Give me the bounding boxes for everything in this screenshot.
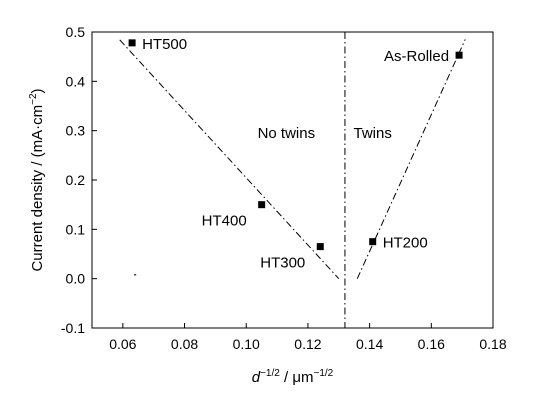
x-tick-label-4: 0.14 <box>356 336 383 352</box>
y-axis-title-main: Current density / (mA·cm <box>29 105 46 272</box>
x-tick-label-1: 0.08 <box>171 336 198 352</box>
fit-line-0 <box>119 39 340 280</box>
y-tick-label-3: 0.2 <box>66 172 86 188</box>
y-tick-label-0: 0.5 <box>66 24 86 40</box>
plot-area <box>91 31 494 329</box>
data-point-ht300 <box>316 243 324 251</box>
x-tick-label-5: 0.16 <box>418 336 445 352</box>
y-tick-label-5: 0.0 <box>66 271 86 287</box>
x-tick-label-2: 0.10 <box>233 336 260 352</box>
region-label-0: No twins <box>258 125 316 142</box>
y-axis-title-end: ) <box>29 88 46 93</box>
data-points: HT500 HT400 HT300 HT200 As-Rolled <box>128 36 463 276</box>
y-tick-label-4: 0.1 <box>66 221 86 237</box>
point-label-ht500: HT500 <box>142 36 187 53</box>
point-label-ht200: HT200 <box>383 235 428 252</box>
x-tick-label-6: 0.18 <box>479 336 506 352</box>
data-point-ht500 <box>128 39 136 47</box>
point-label-as-rolled: As-Rolled <box>384 48 449 65</box>
x-axis-title-exponent-1: −1/2 <box>260 368 280 379</box>
x-axis-title: d−1/2 / μm−1/2 <box>252 368 334 386</box>
plot-frame <box>91 31 494 329</box>
y-axis-title-exponent: −2 <box>28 93 39 105</box>
region-label-1: Twins <box>354 125 392 142</box>
x-axis-title-unit: / μm <box>280 369 314 386</box>
x-tick-label-3: 0.12 <box>294 336 321 352</box>
y-tick-label-2: 0.3 <box>66 123 86 139</box>
point-label-ht400: HT400 <box>202 213 247 230</box>
annotations: No twins Twins <box>258 125 392 142</box>
x-tick-label-0: 0.06 <box>109 336 136 352</box>
stray-mark <box>134 274 137 276</box>
data-point-ht400 <box>258 201 266 209</box>
point-label-ht300: HT300 <box>260 255 305 272</box>
x-axis-title-symbol: d <box>252 369 261 386</box>
ticks: 0.06 0.08 0.10 0.12 0.14 0.16 0.18 0.5 0.4 0.3 0.2… <box>61 24 507 352</box>
y-tick-label-1: 0.4 <box>66 73 86 89</box>
data-point-as-rolled <box>455 51 463 59</box>
y-tick-label-6: -0.1 <box>61 320 85 336</box>
x-axis-title-exponent-2: −1/2 <box>313 368 333 379</box>
data-point-ht200 <box>369 238 377 246</box>
y-axis-title: Current density / (mA·cm−2) <box>28 88 46 271</box>
